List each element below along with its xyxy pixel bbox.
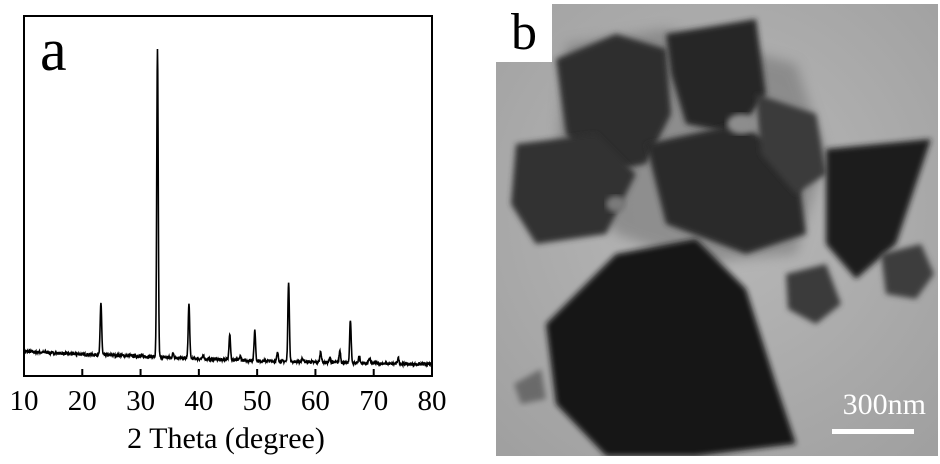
nanoparticle-cluster bbox=[511, 19, 934, 456]
x-tick-label: 30 bbox=[126, 385, 155, 417]
x-tick-label: 80 bbox=[418, 385, 447, 417]
x-tick-label: 60 bbox=[301, 385, 330, 417]
panel-letter-b: b bbox=[496, 4, 552, 62]
x-tick-label: 70 bbox=[359, 385, 388, 417]
scale-bar-label: 300nm bbox=[842, 388, 926, 421]
plot-frame bbox=[23, 15, 433, 377]
x-axis-label: 2 Theta (degree) bbox=[127, 422, 325, 455]
x-tick-label: 50 bbox=[243, 385, 272, 417]
x-tick-label: 40 bbox=[184, 385, 213, 417]
xrd-trace-line bbox=[23, 49, 433, 369]
xrd-chart: a 10 20 30 40 50 60 70 80 2 Theta (degree) bbox=[10, 15, 447, 455]
panel-letter-a: a bbox=[40, 17, 67, 83]
tem-micrograph: b 300nm bbox=[496, 4, 938, 456]
scale-bar bbox=[832, 429, 914, 434]
x-tick-label: 20 bbox=[68, 385, 97, 417]
x-tick-label: 10 bbox=[10, 385, 39, 417]
tem-image bbox=[496, 4, 938, 456]
xrd-chart-panel: a 10 20 30 40 50 60 70 80 2 Theta (degree) bbox=[0, 0, 470, 459]
